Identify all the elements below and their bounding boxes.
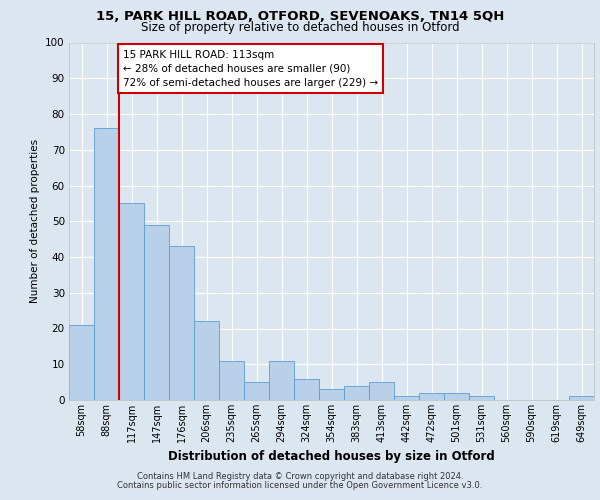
Text: 15 PARK HILL ROAD: 113sqm
← 28% of detached houses are smaller (90)
72% of semi-: 15 PARK HILL ROAD: 113sqm ← 28% of detac…: [123, 50, 378, 88]
Bar: [344, 386, 369, 400]
Bar: [569, 396, 594, 400]
Bar: [294, 378, 319, 400]
Bar: [219, 360, 244, 400]
Bar: [119, 204, 144, 400]
Y-axis label: Number of detached properties: Number of detached properties: [29, 139, 40, 304]
X-axis label: Distribution of detached houses by size in Otford: Distribution of detached houses by size …: [168, 450, 495, 464]
Bar: [69, 325, 94, 400]
Bar: [394, 396, 419, 400]
Bar: [469, 396, 494, 400]
Text: 15, PARK HILL ROAD, OTFORD, SEVENOAKS, TN14 5QH: 15, PARK HILL ROAD, OTFORD, SEVENOAKS, T…: [96, 10, 504, 23]
Text: Contains public sector information licensed under the Open Government Licence v3: Contains public sector information licen…: [118, 481, 482, 490]
Bar: [444, 393, 469, 400]
Bar: [369, 382, 394, 400]
Bar: [94, 128, 119, 400]
Bar: [419, 393, 444, 400]
Bar: [319, 390, 344, 400]
Text: Contains HM Land Registry data © Crown copyright and database right 2024.: Contains HM Land Registry data © Crown c…: [137, 472, 463, 481]
Bar: [144, 225, 169, 400]
Bar: [169, 246, 194, 400]
Bar: [269, 360, 294, 400]
Bar: [244, 382, 269, 400]
Bar: [194, 322, 219, 400]
Text: Size of property relative to detached houses in Otford: Size of property relative to detached ho…: [140, 21, 460, 34]
